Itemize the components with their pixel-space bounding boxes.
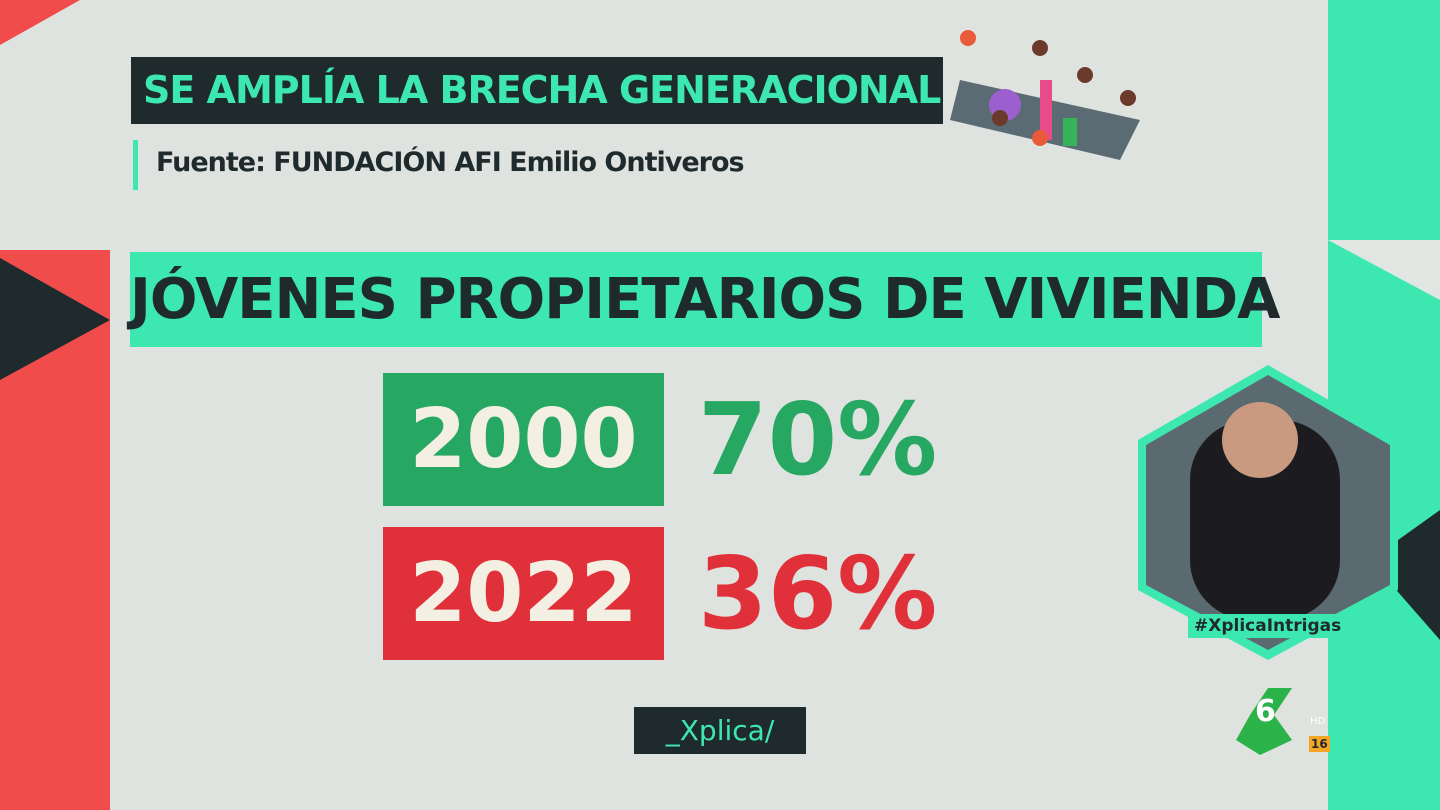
right-triangle [1370, 510, 1440, 640]
presenter [1190, 420, 1340, 620]
right-strip [1328, 0, 1440, 810]
right-shape [1328, 240, 1440, 300]
presenter-head [1222, 402, 1298, 478]
age-rating: 16 [1309, 736, 1330, 752]
left-triangle [0, 258, 110, 380]
value: 70% [698, 381, 938, 498]
program-logo: _Xplica/ [634, 707, 806, 754]
illustration [950, 30, 1140, 160]
hd-badge: HD [1310, 716, 1326, 727]
title: SE AMPLÍA LA BRECHA GENERACIONAL [131, 57, 943, 124]
channel-number: 6 [1255, 694, 1276, 729]
corner-shape [0, 0, 80, 45]
year: 2022 [383, 527, 664, 660]
panel-title: JÓVENES PROPIETARIOS DE VIVIENDA [130, 252, 1281, 347]
channel-logo [1236, 688, 1292, 755]
source: Fuente: FUNDACIÓN AFI Emilio Ontiveros [133, 140, 745, 190]
year: 2000 [383, 373, 664, 506]
hashtag: #XplicaIntrigas [1188, 614, 1348, 638]
value: 36% [698, 535, 938, 652]
